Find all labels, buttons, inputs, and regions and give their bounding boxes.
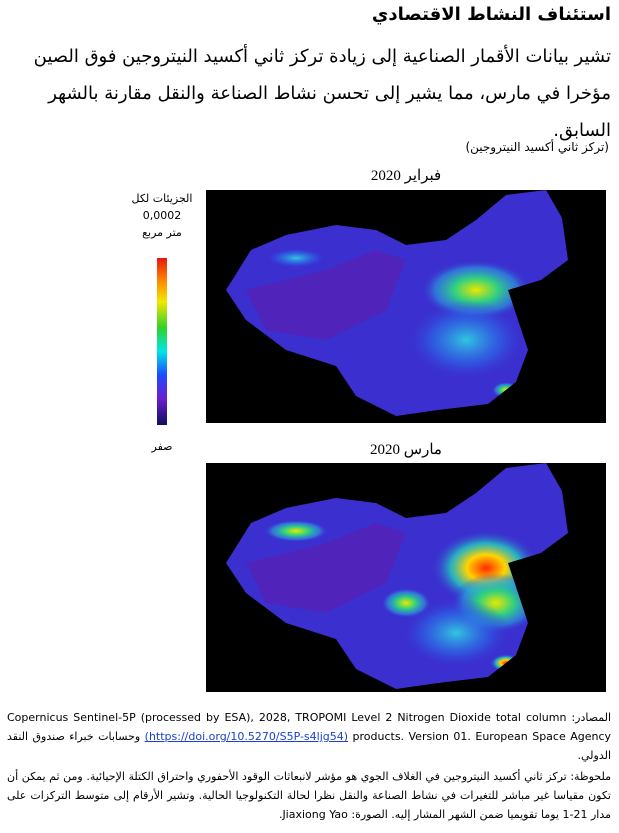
sources-link[interactable]: (https://doi.org/10.5270/S5P-s4ljg54) [144, 730, 349, 743]
title: استئناف النشاط الاقتصادي [371, 4, 611, 25]
map-overlay [246, 248, 531, 398]
map-february [206, 190, 606, 423]
sources: المصادر: Copernicus Sentinel-5P (process… [7, 708, 611, 765]
sources-suffix: وحسابات خبراء صندوق النقد الدولي. [7, 730, 611, 762]
notes: المصادر: Copernicus Sentinel-5P (process… [7, 708, 611, 824]
intro: تشير بيانات الأقمار الصناعية إلى زيادة ت… [33, 46, 611, 141]
legend-unit: الجزيئات لكل [131, 192, 193, 205]
sources-text: Copernicus Sentinel-5P (processed by ESA… [7, 711, 612, 743]
map-label: مارس 2020 [370, 442, 442, 458]
legend-min: صفر [151, 440, 173, 453]
legend-unit: متر مربع [142, 226, 182, 239]
color-bar [157, 258, 167, 425]
legend-max: 0,0002 [142, 209, 182, 222]
map-label: فبراير 2020 [370, 168, 442, 184]
legend-text: الجزيئات لكل 0,0002 متر مربع [112, 190, 212, 241]
figure-caption: (تركز ثاني أكسيد النيتروجين) [465, 140, 609, 154]
sources-label: المصادر: [571, 711, 612, 724]
note: ملحوظة: تركز ثاني أكسيد النيتروجين في ال… [7, 770, 611, 821]
map-march [206, 463, 606, 692]
